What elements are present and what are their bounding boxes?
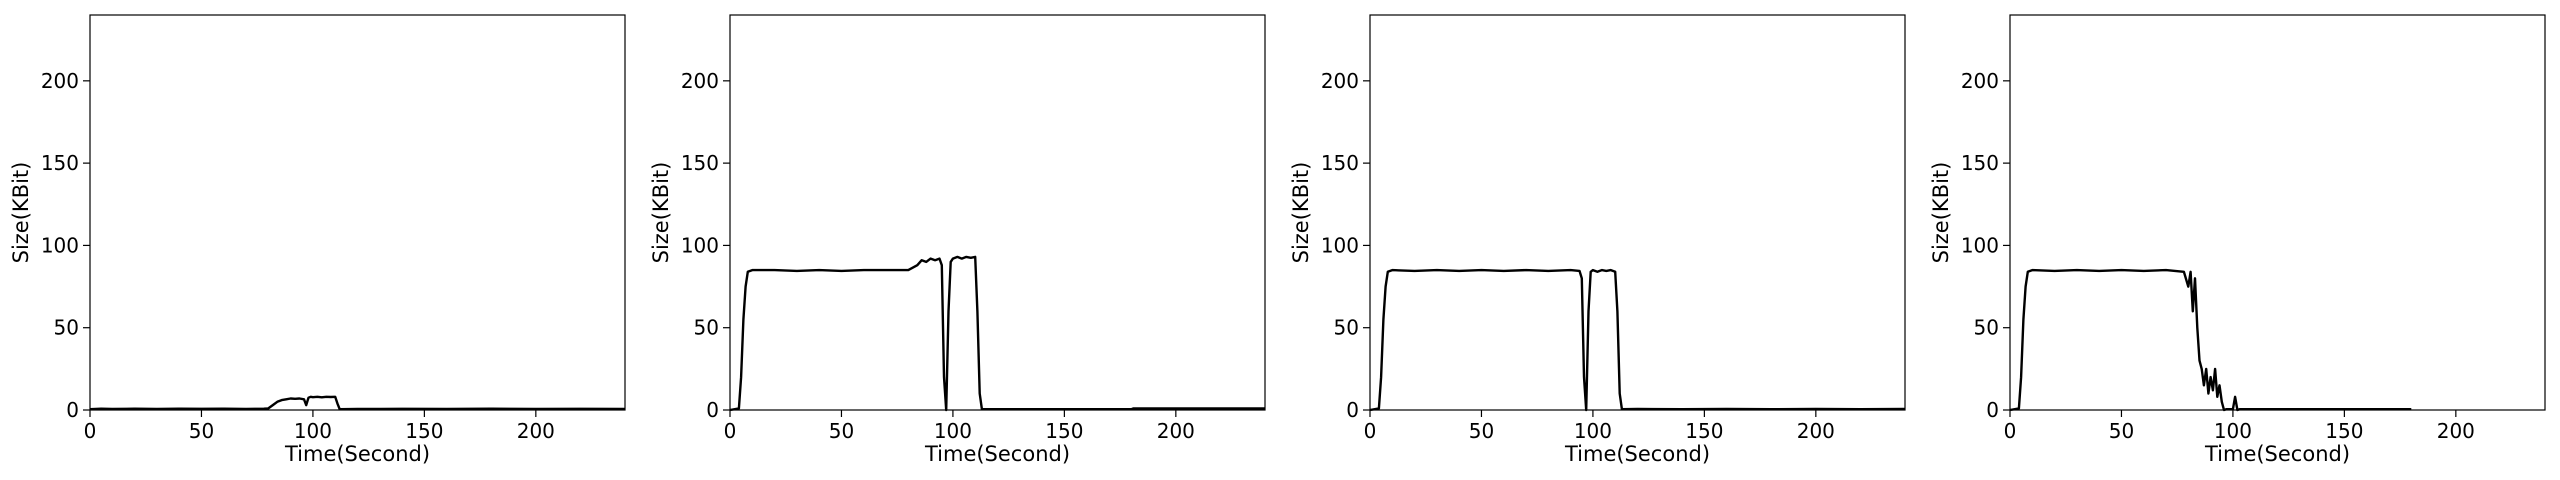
x-tick-label: 0 — [84, 419, 97, 443]
series-line — [729, 255, 1265, 412]
y-tick-label: 0 — [1346, 398, 1359, 422]
x-tick-label: 50 — [829, 419, 854, 443]
x-tick-label: 100 — [294, 419, 332, 443]
x-tick-label: 200 — [1797, 419, 1835, 443]
y-tick-label: 0 — [706, 398, 719, 422]
x-tick-label: 0 — [1364, 419, 1377, 443]
x-tick-label: 50 — [189, 419, 214, 443]
y-tick-label: 0 — [66, 398, 79, 422]
x-tick-label: 100 — [1574, 419, 1612, 443]
x-tick-label: 0 — [724, 419, 737, 443]
x-axis-label: Time(Second) — [2204, 442, 2350, 466]
series-line — [2009, 268, 2412, 412]
y-tick-label: 200 — [41, 69, 79, 93]
chart-panel-4: 0 50 100 150 200 0 50 100 150 200 Time(Second) Size… — [1929, 14, 2546, 466]
y-axis-label: Size(KBit) — [9, 162, 33, 264]
x-tick-label: 150 — [1045, 419, 1083, 443]
y-tick-label: 100 — [1961, 233, 1999, 257]
x-axis-label: Time(Second) — [284, 442, 430, 466]
y-tick-label: 200 — [1961, 69, 1999, 93]
x-tick-label: 50 — [2109, 419, 2134, 443]
y-tick-label: 0 — [1986, 398, 1999, 422]
series-line — [1369, 268, 1906, 412]
y-tick-label: 200 — [681, 69, 719, 93]
y-tick-label: 150 — [41, 151, 79, 175]
x-tick-label: 200 — [517, 419, 555, 443]
y-tick-label: 200 — [1321, 69, 1359, 93]
plot-frame — [729, 14, 1266, 411]
series-line — [89, 395, 626, 411]
y-tick-label: 50 — [1974, 316, 1999, 340]
plot-frame — [89, 14, 626, 411]
x-tick-label: 100 — [934, 419, 972, 443]
y-tick-label: 50 — [54, 316, 79, 340]
chart-panel-2: 0 50 100 150 200 0 50 100 150 200 Time(Second) Size… — [649, 14, 1266, 466]
x-tick-label: 200 — [1157, 419, 1195, 443]
chart-panel-1: 0 50 100 150 200 0 50 100 150 200 Time(Second) Size… — [9, 14, 626, 466]
y-tick-label: 100 — [681, 233, 719, 257]
x-tick-label: 150 — [2325, 419, 2363, 443]
y-tick-label: 150 — [1961, 151, 1999, 175]
y-axis-label: Size(KBit) — [1929, 162, 1953, 264]
y-tick-label: 150 — [1321, 151, 1359, 175]
y-axis-label: Size(KBit) — [1289, 162, 1313, 264]
x-tick-label: 100 — [2214, 419, 2252, 443]
y-tick-label: 150 — [681, 151, 719, 175]
x-tick-label: 0 — [2004, 419, 2017, 443]
y-tick-label: 50 — [694, 316, 719, 340]
plot-frame — [1369, 14, 1906, 411]
x-axis-label: Time(Second) — [1564, 442, 1710, 466]
chart-panel-3: 0 50 100 150 200 0 50 100 150 200 Time(Second) Size… — [1289, 14, 1906, 466]
x-axis-label: Time(Second) — [924, 442, 1070, 466]
x-tick-label: 200 — [2437, 419, 2475, 443]
y-axis-label: Size(KBit) — [649, 162, 673, 264]
y-tick-label: 100 — [1321, 233, 1359, 257]
y-tick-label: 100 — [41, 233, 79, 257]
x-tick-label: 150 — [405, 419, 443, 443]
x-tick-label: 50 — [1469, 419, 1494, 443]
plot-frame — [2009, 14, 2546, 411]
x-tick-label: 150 — [1685, 419, 1723, 443]
y-tick-label: 50 — [1334, 316, 1359, 340]
